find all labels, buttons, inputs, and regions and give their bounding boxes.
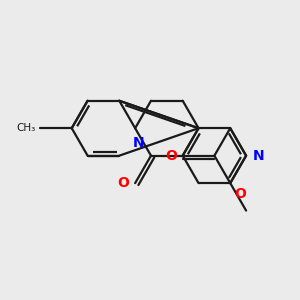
Text: O: O bbox=[117, 176, 129, 190]
Text: O: O bbox=[165, 149, 177, 163]
Text: N: N bbox=[253, 149, 265, 163]
Text: O: O bbox=[234, 187, 246, 201]
Text: N: N bbox=[132, 136, 144, 150]
Text: CH₃: CH₃ bbox=[17, 123, 36, 133]
